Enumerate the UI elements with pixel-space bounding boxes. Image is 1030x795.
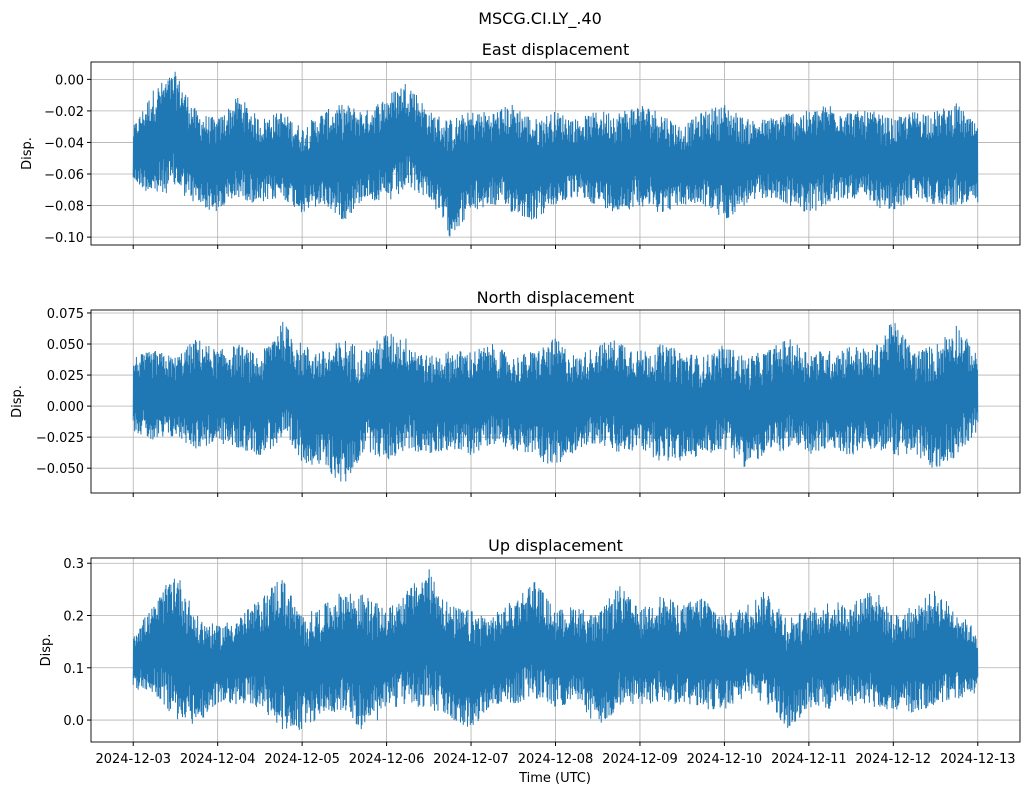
y-tick-label: −0.050 bbox=[36, 462, 84, 477]
y-tick-label: −0.025 bbox=[36, 431, 84, 446]
x-tick-label: 2024-12-09 bbox=[602, 752, 678, 767]
suptitle: MSCG.CI.LY_.40 bbox=[478, 9, 602, 29]
y-tick-label: 0.0 bbox=[63, 714, 84, 729]
x-tick-label: 2024-12-12 bbox=[856, 752, 932, 767]
x-tick-label: 2024-12-08 bbox=[518, 752, 594, 767]
y-axis-label: Disp. bbox=[39, 634, 54, 667]
panel-3: 2024-12-03 2024-12-04 2024-12-05 2024-12-06… bbox=[39, 536, 1021, 767]
y-tick-label: −0.08 bbox=[44, 200, 84, 215]
y-tick-label: 0.075 bbox=[47, 307, 84, 322]
panel-title: Up displacement bbox=[488, 536, 623, 555]
y-tick-label: 0.2 bbox=[63, 610, 84, 625]
series-line-2 bbox=[132, 321, 979, 482]
y-tick-label: 0.050 bbox=[47, 338, 84, 353]
x-tick-label: 2024-12-07 bbox=[433, 752, 509, 767]
panel-1: 0.00 −0.02 −0.04 −0.06 −0.08 −0.10 East displa… bbox=[20, 40, 1021, 249]
panel-title: East displacement bbox=[482, 40, 629, 59]
y-tick-label: −0.10 bbox=[44, 231, 84, 246]
y-axis-label: Disp. bbox=[20, 137, 35, 170]
y-tick-label: −0.04 bbox=[44, 136, 84, 151]
series-line-3 bbox=[132, 569, 979, 730]
y-tick-label: 0.1 bbox=[63, 662, 84, 677]
x-tick-label: 2024-12-11 bbox=[771, 752, 847, 767]
panel-2: 0.075 0.050 0.025 0.000 −0.025 −0.050 North di… bbox=[10, 288, 1021, 497]
y-axis-label: Disp. bbox=[10, 385, 25, 418]
y-tick-label: 0.025 bbox=[47, 369, 84, 384]
y-tick-label: −0.02 bbox=[44, 105, 84, 120]
x-tick-label: 2024-12-04 bbox=[180, 752, 256, 767]
axes-frame bbox=[90, 557, 1021, 743]
panel-title: North displacement bbox=[477, 288, 635, 307]
y-tick-label: −0.06 bbox=[44, 168, 84, 183]
y-tick-label: 0.00 bbox=[55, 73, 84, 88]
axes-frame bbox=[90, 309, 1021, 494]
x-tick-label: 2024-12-05 bbox=[264, 752, 340, 767]
x-axis-label: Time (UTC) bbox=[518, 771, 591, 786]
series-line-1 bbox=[132, 71, 979, 237]
x-tick-label: 2024-12-13 bbox=[940, 752, 1016, 767]
x-tick-label: 2024-12-06 bbox=[349, 752, 425, 767]
axes-frame bbox=[90, 61, 1021, 246]
x-tick-label: 2024-12-03 bbox=[95, 752, 171, 767]
y-tick-label: 0.3 bbox=[63, 557, 84, 572]
y-tick-label: 0.000 bbox=[47, 400, 84, 415]
x-tick-label: 2024-12-10 bbox=[687, 752, 763, 767]
